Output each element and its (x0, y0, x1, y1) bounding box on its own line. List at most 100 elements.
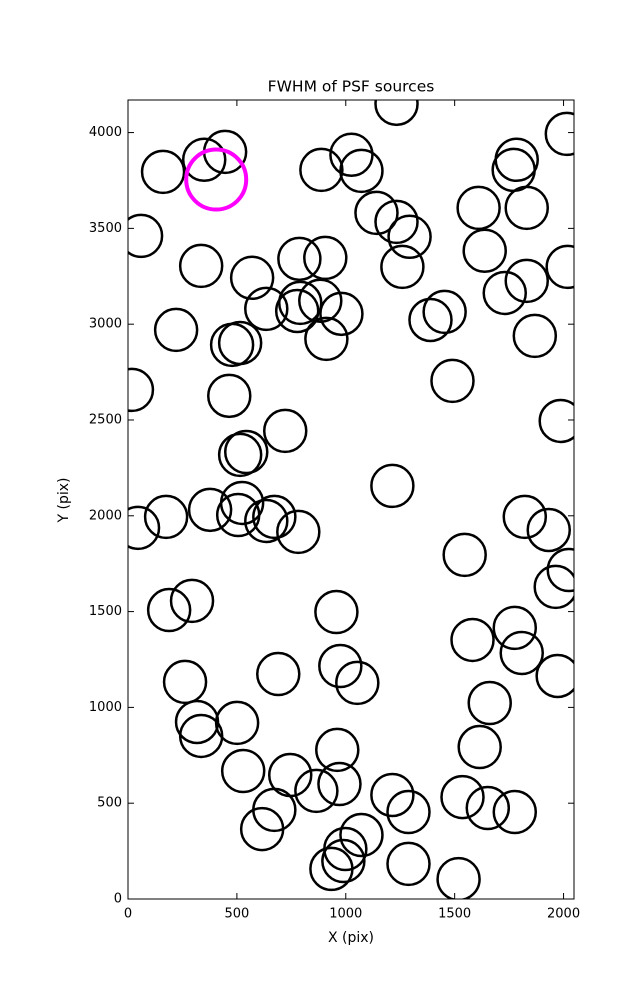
axes-frame (127, 99, 575, 900)
marker (422, 289, 467, 335)
marker (545, 244, 574, 290)
marker (442, 532, 487, 578)
marker (546, 547, 574, 593)
marker (339, 148, 384, 194)
marker (408, 297, 453, 343)
marker (374, 199, 419, 245)
marker (162, 659, 208, 705)
marker (303, 235, 348, 281)
marker (315, 727, 360, 773)
y-tick-label: 2500 (89, 412, 122, 427)
marker (229, 255, 275, 301)
marker (492, 605, 538, 651)
y-tick-label: 0 (114, 892, 122, 907)
marker (143, 494, 189, 540)
marker (244, 498, 289, 544)
marker (276, 509, 321, 555)
marker (278, 280, 323, 326)
marker (317, 761, 362, 807)
marker (544, 111, 574, 157)
marker (217, 320, 263, 366)
marker (262, 408, 308, 454)
marker (304, 316, 349, 362)
marker (494, 137, 539, 183)
marker (533, 564, 574, 610)
y-tick-label: 3000 (89, 317, 122, 332)
highlight-marker (184, 147, 249, 212)
marker (128, 367, 155, 413)
marker (430, 358, 475, 404)
marker (244, 286, 289, 332)
marker (450, 617, 495, 663)
marker (274, 288, 320, 334)
marker (456, 185, 501, 231)
marker (467, 680, 512, 726)
chart-title: FWHM of PSF sources (268, 78, 435, 96)
x-tick-label: 1000 (329, 907, 362, 922)
y-tick-label: 1500 (89, 604, 122, 619)
marker (335, 660, 380, 706)
marker (294, 768, 339, 814)
marker (298, 278, 343, 324)
marker (318, 643, 363, 689)
marker (387, 214, 432, 260)
marker (370, 463, 415, 509)
marker (386, 841, 431, 887)
marker (482, 270, 527, 316)
marker (178, 243, 224, 289)
plot-area (128, 100, 574, 899)
marker (214, 700, 260, 746)
y-tick-label: 2000 (89, 508, 122, 523)
marker (499, 630, 544, 676)
marker (323, 826, 368, 872)
marker (314, 589, 359, 635)
marker (215, 492, 261, 538)
marker (502, 494, 548, 540)
marker (374, 100, 419, 127)
marker (207, 373, 252, 419)
marker (462, 228, 507, 274)
marker (457, 724, 502, 770)
marker (140, 149, 186, 195)
x-axis-label: X (pix) (328, 930, 374, 946)
marker (526, 507, 571, 553)
marker (220, 748, 266, 794)
marker (187, 487, 233, 533)
x-tick-label: 1500 (438, 907, 471, 922)
y-tick-label: 1000 (89, 700, 122, 715)
marker (319, 291, 364, 337)
marker (128, 213, 164, 259)
marker (440, 774, 485, 820)
marker (321, 838, 366, 884)
marker (252, 494, 297, 540)
y-tick-label: 500 (97, 796, 122, 811)
marker (465, 785, 511, 831)
marker (153, 307, 199, 353)
marker (181, 137, 227, 183)
marker (436, 856, 481, 899)
marker (224, 429, 269, 475)
x-tick-label: 2000 (547, 907, 580, 922)
marker (128, 505, 161, 551)
marker (217, 432, 263, 478)
marker (339, 812, 384, 858)
x-tick-label: 0 (124, 907, 132, 922)
y-tick-label: 4000 (89, 125, 122, 140)
marker (299, 147, 344, 193)
marker (256, 651, 301, 697)
marker (277, 236, 322, 282)
marker (267, 752, 313, 798)
marker (538, 398, 574, 444)
marker (504, 258, 549, 304)
marker (329, 132, 374, 178)
marker (535, 653, 574, 699)
marker (169, 578, 215, 624)
marker (380, 244, 425, 290)
marker (492, 789, 538, 835)
marker (354, 190, 399, 236)
marker (386, 789, 431, 835)
marker (146, 587, 192, 633)
marker (370, 772, 415, 818)
